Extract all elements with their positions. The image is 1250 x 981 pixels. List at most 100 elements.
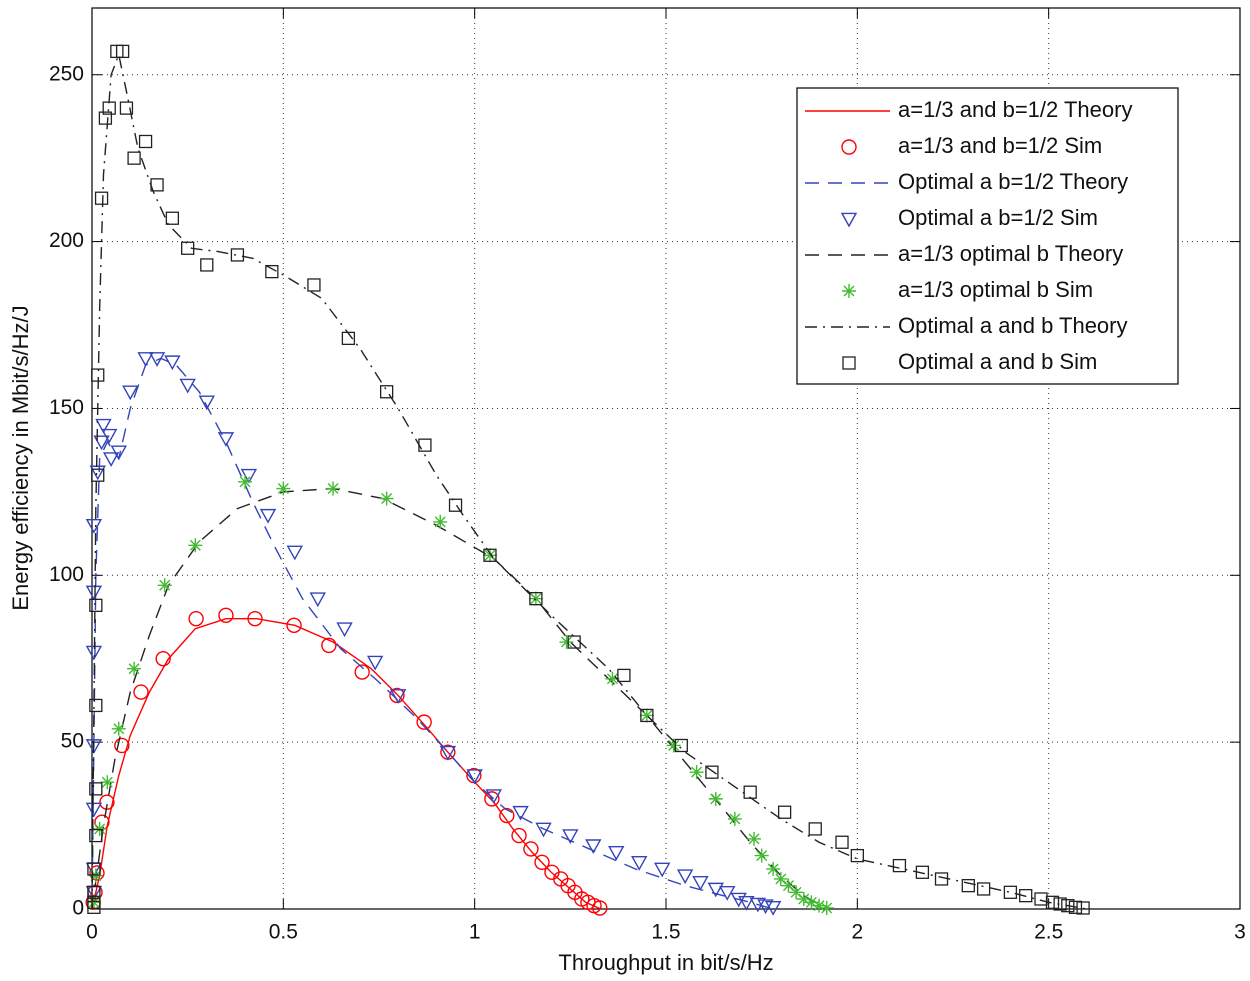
marker — [819, 900, 834, 915]
legend-marker — [840, 212, 858, 228]
marker — [730, 892, 747, 908]
marker — [743, 785, 757, 799]
marker — [238, 474, 253, 489]
marker — [689, 765, 704, 780]
marker — [666, 738, 681, 753]
marker — [764, 901, 782, 916]
marker — [617, 668, 631, 683]
legend-marker — [842, 356, 856, 370]
marker — [102, 452, 120, 467]
marker — [608, 845, 625, 861]
marker — [247, 610, 263, 627]
marker — [512, 805, 529, 821]
marker — [88, 868, 103, 883]
marker — [534, 854, 550, 870]
marker — [89, 698, 103, 713]
marker — [418, 438, 432, 452]
marker — [766, 861, 781, 876]
marker — [114, 737, 130, 754]
marker — [265, 264, 279, 279]
marker — [179, 378, 196, 394]
marker — [85, 518, 103, 534]
marker — [321, 637, 337, 654]
marker — [198, 395, 215, 411]
marker — [119, 101, 134, 115]
marker — [705, 765, 719, 779]
marker — [640, 708, 654, 723]
legend-label: a=1/3 and b=1/2 Theory — [898, 97, 1132, 122]
marker — [976, 882, 991, 896]
marker — [1053, 897, 1067, 911]
marker — [789, 885, 804, 900]
legend-label: a=1/3 and b=1/2 Sim — [898, 133, 1102, 158]
marker — [934, 872, 949, 886]
marker — [85, 802, 103, 818]
plot-frame — [91, 7, 1241, 910]
y-axis-label: Energy efficiency in Mbit/s/Hz/J — [8, 305, 33, 610]
marker — [181, 241, 195, 255]
marker — [366, 655, 384, 671]
marker — [812, 898, 827, 913]
marker — [707, 882, 724, 898]
marker — [94, 191, 109, 205]
marker — [439, 745, 457, 761]
y-tick-label: 200 — [49, 229, 84, 252]
marker — [89, 465, 106, 481]
marker — [567, 635, 581, 649]
marker — [95, 418, 112, 434]
legend-label: Optimal a and b Theory — [898, 313, 1128, 338]
marker — [676, 869, 694, 885]
marker — [961, 878, 975, 893]
marker — [87, 885, 101, 899]
marker — [747, 831, 762, 846]
legend-label: Optimal a and b Sim — [898, 349, 1097, 374]
marker — [133, 684, 149, 700]
marker — [87, 862, 101, 876]
y-tick-label: 150 — [49, 396, 84, 419]
marker — [122, 385, 139, 401]
legend-label: Optimal a b=1/2 Sim — [898, 205, 1098, 230]
marker — [511, 827, 527, 844]
marker — [639, 708, 654, 723]
x-tick-label: 1 — [469, 921, 481, 944]
marker — [93, 435, 110, 451]
marker — [653, 862, 671, 878]
marker — [286, 545, 304, 561]
x-tick-label: 2 — [851, 921, 863, 944]
y-tick-label: 100 — [49, 563, 84, 586]
marker — [738, 896, 755, 911]
marker — [674, 738, 688, 753]
x-axis-label: Throughput in bit/s/Hz — [558, 950, 773, 975]
marker — [585, 839, 602, 855]
marker — [165, 211, 180, 225]
marker — [416, 714, 432, 730]
marker — [915, 865, 930, 879]
marker — [528, 591, 543, 606]
x-tick-label: 0 — [86, 921, 98, 944]
marker — [483, 548, 497, 562]
marker — [85, 739, 103, 754]
legend: a=1/3 and b=1/2 Theory a=1/3 and b=1/2 Si… — [796, 87, 1179, 385]
marker — [111, 721, 126, 736]
marker — [286, 617, 302, 634]
marker — [796, 891, 811, 906]
marker — [448, 498, 463, 512]
marker — [85, 585, 103, 601]
marker — [850, 848, 864, 863]
marker — [276, 481, 291, 496]
marker — [326, 481, 341, 496]
marker — [482, 548, 497, 563]
marker — [433, 514, 448, 529]
marker — [354, 664, 370, 680]
marker — [137, 352, 154, 367]
marker — [754, 848, 769, 863]
marker — [1061, 899, 1075, 913]
marker — [529, 592, 543, 606]
marker — [535, 822, 552, 838]
y-tick-label: 0 — [72, 897, 84, 920]
marker — [91, 368, 105, 382]
marker — [127, 151, 141, 165]
marker — [1076, 901, 1090, 915]
legend-label: a=1/3 optimal b Sim — [898, 277, 1093, 302]
